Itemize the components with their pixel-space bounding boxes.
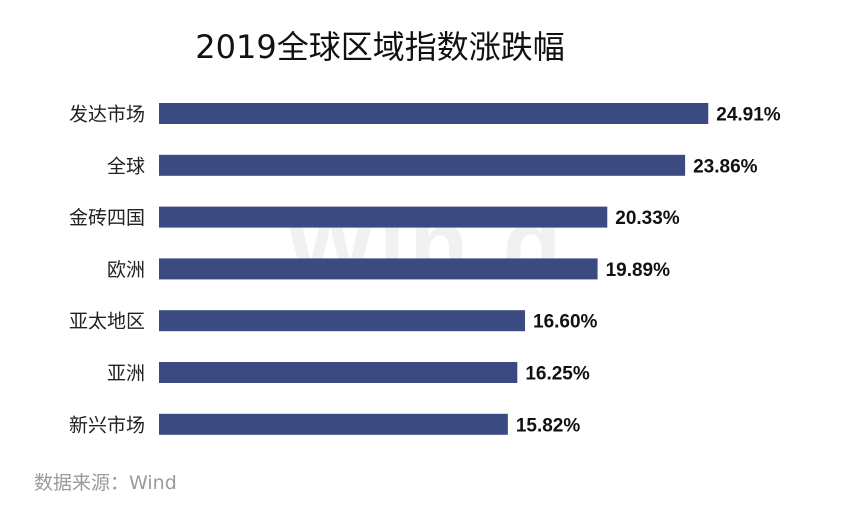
category-label: 全球 [107, 155, 145, 177]
category-label: 金砖四国 [69, 207, 145, 229]
data-label: 24.91% [716, 105, 781, 126]
bar-1 [159, 154, 686, 176]
data-label: 15.82% [516, 415, 581, 436]
category-label: 亚洲 [107, 363, 145, 385]
bar-5 [159, 362, 518, 383]
data-label: 23.86% [693, 156, 758, 177]
data-label: 16.60% [533, 312, 598, 333]
data-label: 20.33% [615, 208, 680, 229]
category-label: 欧洲 [107, 259, 145, 281]
bar-6 [159, 413, 508, 435]
category-label: 亚太地区 [69, 311, 145, 333]
chart-title: 2019全球区域指数涨跌幅 [195, 28, 565, 66]
bar-4 [159, 310, 526, 332]
category-label: 发达市场 [69, 104, 145, 126]
source-note: 数据来源：Wind [34, 472, 177, 494]
data-label: 19.89% [606, 260, 671, 281]
category-label: 新兴市场 [69, 414, 145, 436]
bar-0 [159, 103, 709, 124]
bar-2 [159, 206, 608, 228]
data-label: 16.25% [525, 364, 590, 385]
bar-3 [159, 258, 598, 280]
